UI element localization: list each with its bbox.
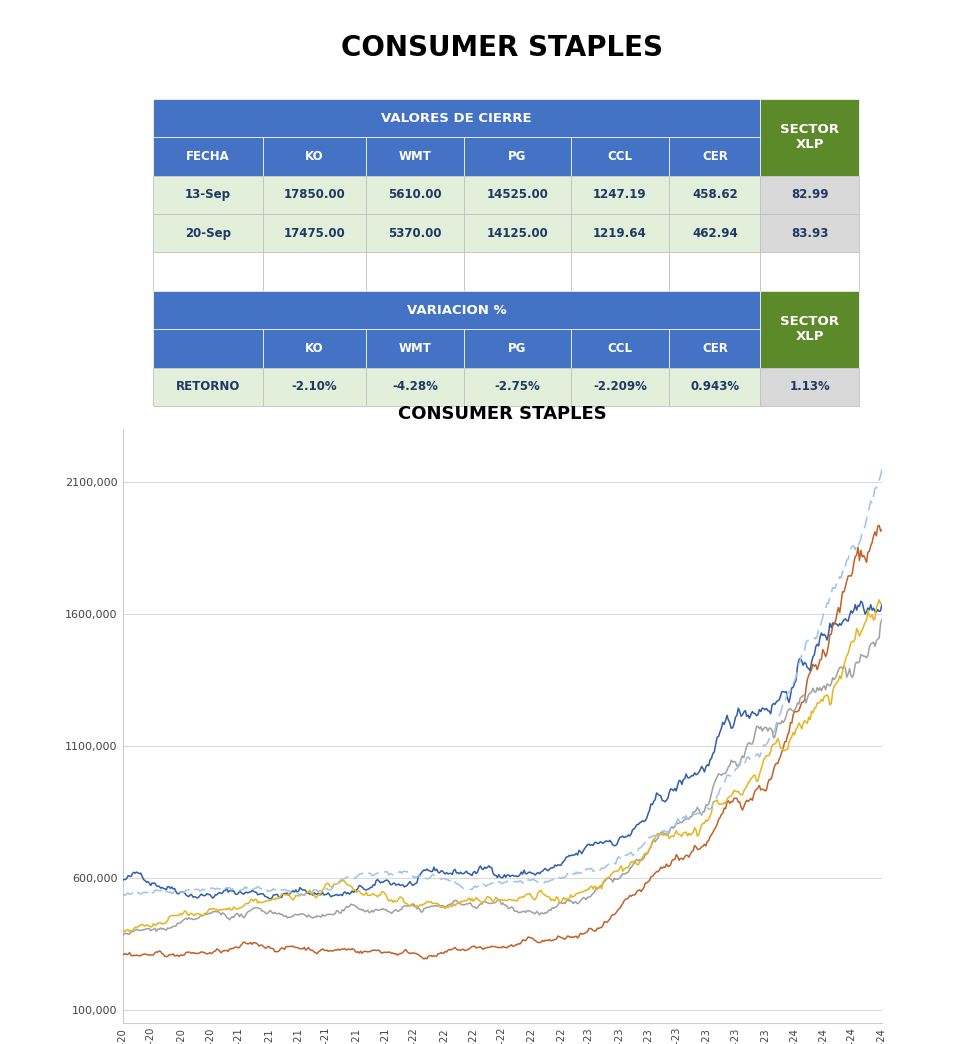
Text: 14525.00: 14525.00 <box>486 188 549 201</box>
Bar <box>570 214 669 253</box>
Bar <box>153 99 760 138</box>
Bar <box>669 329 760 367</box>
Bar <box>760 253 859 291</box>
Bar <box>366 253 465 291</box>
Text: RETORNO: RETORNO <box>175 380 240 394</box>
Bar <box>263 214 366 253</box>
Bar <box>669 367 760 406</box>
Bar <box>760 99 859 175</box>
Bar <box>465 214 570 253</box>
Text: PG: PG <box>509 342 526 355</box>
Text: KO: KO <box>305 150 323 163</box>
Text: 82.99: 82.99 <box>791 188 829 201</box>
Bar <box>153 138 263 175</box>
Text: -2.10%: -2.10% <box>291 380 337 394</box>
Title: CONSUMER STAPLES: CONSUMER STAPLES <box>398 405 607 423</box>
Bar <box>760 367 859 406</box>
Bar <box>570 175 669 214</box>
Bar <box>366 138 465 175</box>
Text: 5610.00: 5610.00 <box>388 188 442 201</box>
Text: CER: CER <box>702 150 728 163</box>
Text: 14125.00: 14125.00 <box>486 227 549 240</box>
Bar <box>570 253 669 291</box>
Text: 83.93: 83.93 <box>791 227 828 240</box>
Bar <box>153 214 263 253</box>
Bar <box>153 291 760 329</box>
Bar <box>465 138 570 175</box>
Bar <box>760 175 859 214</box>
Text: 1247.19: 1247.19 <box>593 188 647 201</box>
Text: 5370.00: 5370.00 <box>388 227 442 240</box>
Text: 20-Sep: 20-Sep <box>185 227 231 240</box>
Bar <box>760 214 859 253</box>
Bar <box>153 253 263 291</box>
Bar <box>263 253 366 291</box>
Bar <box>366 214 465 253</box>
Bar <box>465 253 570 291</box>
Text: 1219.64: 1219.64 <box>593 227 647 240</box>
Text: -2.209%: -2.209% <box>593 380 647 394</box>
Bar <box>366 367 465 406</box>
Bar <box>153 367 263 406</box>
Text: 458.62: 458.62 <box>692 188 738 201</box>
Bar <box>465 175 570 214</box>
Bar <box>366 175 465 214</box>
Text: CCL: CCL <box>608 150 632 163</box>
Text: 17475.00: 17475.00 <box>283 227 345 240</box>
Bar <box>669 253 760 291</box>
Text: SECTOR
XLP: SECTOR XLP <box>780 315 839 343</box>
Bar <box>263 138 366 175</box>
Text: PG: PG <box>509 150 526 163</box>
Text: VALORES DE CIERRE: VALORES DE CIERRE <box>381 112 532 124</box>
Text: CONSUMER STAPLES: CONSUMER STAPLES <box>341 34 663 62</box>
Bar <box>263 175 366 214</box>
Bar <box>263 367 366 406</box>
Text: KO: KO <box>305 342 323 355</box>
Bar <box>153 329 263 367</box>
Text: 462.94: 462.94 <box>692 227 738 240</box>
Bar <box>669 138 760 175</box>
Text: CCL: CCL <box>608 342 632 355</box>
Text: CER: CER <box>702 342 728 355</box>
Bar <box>366 329 465 367</box>
Bar <box>570 138 669 175</box>
Bar <box>153 175 263 214</box>
Text: WMT: WMT <box>399 150 431 163</box>
Bar <box>570 367 669 406</box>
Text: SECTOR
XLP: SECTOR XLP <box>780 123 839 151</box>
Text: 1.13%: 1.13% <box>790 380 830 394</box>
Text: -2.75%: -2.75% <box>495 380 540 394</box>
Text: FECHA: FECHA <box>186 150 230 163</box>
Text: VARIACION %: VARIACION % <box>407 304 507 316</box>
Text: 0.943%: 0.943% <box>690 380 740 394</box>
Bar <box>669 175 760 214</box>
Bar <box>669 214 760 253</box>
Bar <box>465 367 570 406</box>
Text: 13-Sep: 13-Sep <box>185 188 231 201</box>
Text: -4.28%: -4.28% <box>392 380 438 394</box>
Bar <box>263 329 366 367</box>
Bar <box>465 329 570 367</box>
Bar <box>760 291 859 367</box>
Bar <box>570 329 669 367</box>
Text: WMT: WMT <box>399 342 431 355</box>
Text: 17850.00: 17850.00 <box>283 188 345 201</box>
